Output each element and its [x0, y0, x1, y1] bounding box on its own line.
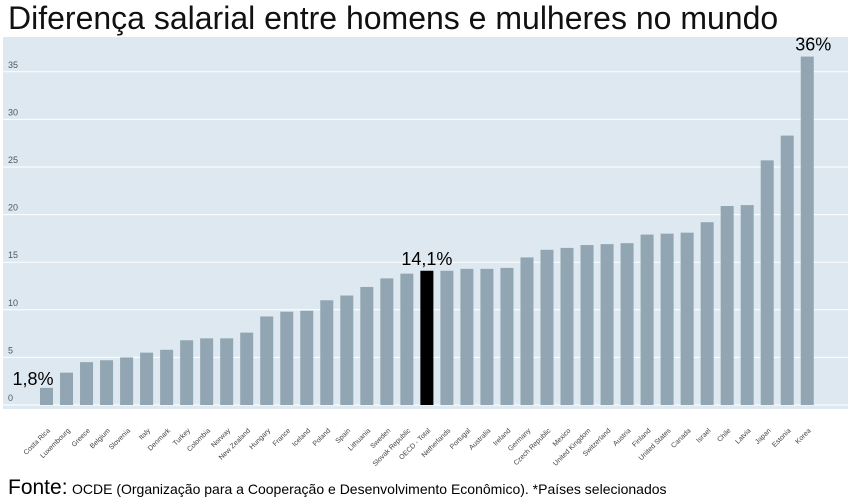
bar: [480, 268, 494, 405]
data-annotations: 1,8% 14,1% 36%: [13, 35, 832, 389]
bar: [520, 257, 534, 405]
x-axis-tick-labels: Costa RicaLuxembourgGreeceBelgiumSloveni…: [23, 427, 813, 468]
bar: [380, 278, 394, 405]
bar-chart: 0 5 10 15 20 25 30 35 Costa RicaLuxembourgGreec…: [3, 35, 848, 468]
x-tick-label: Slovenia: [108, 427, 132, 451]
value-annotation: 1,8%: [13, 369, 54, 389]
bar: [660, 233, 674, 405]
chart-title: Diferença salarial entre homens e mulher…: [8, 0, 779, 36]
x-tick-label: Italy: [138, 427, 152, 441]
y-tick-label: 5: [8, 345, 13, 355]
value-annotation: 36%: [795, 35, 831, 55]
bar: [460, 268, 474, 405]
bar: [160, 349, 174, 405]
value-annotation: 14,1%: [401, 249, 452, 269]
x-tick-label: Canada: [670, 427, 692, 449]
source-text: OCDE (Organização para a Cooperação e De…: [72, 481, 667, 497]
x-tick-label: Czech Republic: [513, 427, 553, 467]
x-tick-label: Israel: [696, 427, 713, 444]
bar: [140, 352, 154, 405]
x-tick-label: Latvia: [734, 427, 752, 445]
bar: [180, 340, 194, 405]
bar: [400, 273, 414, 405]
bar: [700, 222, 714, 405]
bar: [220, 338, 234, 405]
bars: [40, 56, 814, 406]
y-tick-label: 30: [8, 107, 18, 117]
bar: [780, 135, 794, 406]
x-tick-label: Denmark: [147, 427, 172, 452]
bar: [200, 338, 214, 405]
y-tick-label: 25: [8, 155, 18, 165]
y-tick-label: 20: [8, 203, 18, 213]
x-tick-label: Australia: [468, 427, 492, 451]
bar: [620, 243, 634, 405]
bar: [600, 244, 614, 405]
x-tick-label: Iceland: [291, 427, 312, 448]
bar: [440, 270, 454, 405]
x-tick-label: Spain: [335, 427, 353, 445]
bar: [320, 300, 334, 405]
bar: [580, 245, 594, 405]
bar: [720, 206, 734, 405]
y-tick-label: 10: [8, 298, 18, 308]
bar: [800, 56, 814, 406]
x-tick-label: Austria: [612, 427, 632, 447]
source-lead: Fonte:: [8, 476, 68, 499]
bar: [280, 311, 294, 405]
bar: [680, 232, 694, 405]
bar: [640, 234, 654, 405]
bar: [560, 247, 574, 405]
bar: [260, 316, 274, 405]
bar: [40, 387, 53, 405]
x-tick-label: Estonia: [771, 427, 793, 449]
bar: [300, 310, 314, 405]
bar: [240, 332, 254, 405]
x-tick-label: Chile: [716, 427, 732, 443]
bar: [360, 286, 374, 405]
y-axis-tick-labels: 0 5 10 15 20 25 30 35: [8, 60, 18, 403]
y-tick-label: 15: [8, 250, 18, 260]
bar: [760, 160, 774, 405]
bar: [120, 357, 134, 405]
source-note: Fonte: OCDE (Organização para a Cooperaç…: [8, 476, 667, 500]
y-tick-label: 0: [8, 393, 13, 403]
y-tick-label: 35: [8, 60, 18, 70]
bar: [340, 295, 354, 405]
bar: [740, 205, 754, 405]
bar: [80, 362, 94, 405]
x-tick-label: Korea: [795, 427, 813, 445]
x-tick-label: France: [272, 427, 292, 447]
x-tick-label: Poland: [312, 427, 332, 447]
bar: [100, 360, 114, 405]
bar: [60, 372, 74, 405]
bar: [540, 249, 554, 405]
bar: [420, 270, 434, 405]
bar: [500, 267, 514, 405]
x-tick-label: Japan: [754, 427, 773, 446]
x-tick-label: Hungary: [248, 427, 272, 451]
